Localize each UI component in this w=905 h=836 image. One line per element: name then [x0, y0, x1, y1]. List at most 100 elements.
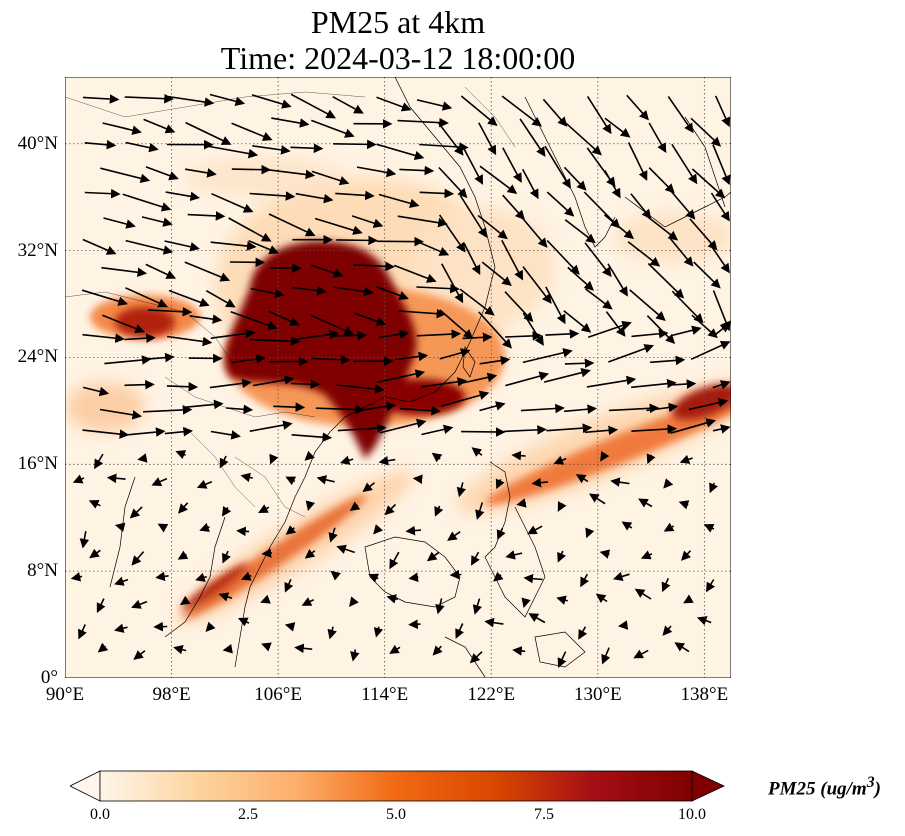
wind-arrow: [330, 570, 341, 581]
wind-arrow: [249, 336, 301, 346]
colorbar-tick-label: 2.5: [238, 806, 258, 823]
wind-arrow: [557, 550, 566, 563]
wind-arrow: [311, 119, 355, 138]
wind-arrow: [295, 192, 334, 204]
wind-arrow: [505, 550, 523, 560]
wind-arrow: [421, 377, 468, 388]
wind-arrow: [440, 263, 464, 304]
wind-arrow: [607, 263, 628, 297]
wind-arrow: [397, 117, 449, 128]
colorbar-gradient: [99, 770, 693, 802]
wind-arrow: [240, 472, 253, 483]
wind-arrow: [440, 390, 490, 407]
wind-arrow: [456, 482, 467, 498]
wind-arrow: [484, 617, 504, 628]
map-title-line-2: Time: 2024-03-12 18:00:00: [220, 40, 576, 76]
wind-arrow: [633, 649, 649, 659]
wind-arrow: [546, 423, 593, 433]
wind-arrow: [630, 193, 652, 220]
wind-arrow: [389, 551, 400, 570]
wind-arrow: [349, 501, 361, 512]
wind-arrow: [102, 314, 145, 334]
map-title-line-1: PM25 at 4km: [310, 4, 486, 40]
wind-arrow: [585, 527, 595, 539]
wind-arrow: [226, 404, 254, 415]
wind-arrow: [585, 288, 613, 310]
wind-arrow: [179, 595, 191, 606]
wind-arrow: [88, 500, 101, 509]
wind-arrow: [389, 644, 401, 654]
wind-arrow: [145, 166, 179, 181]
wind-arrow: [419, 142, 469, 152]
wind-arrow: [447, 531, 461, 541]
colorbar-tick-label: 0.0: [90, 806, 110, 823]
wind-arrow: [544, 145, 571, 189]
wind-arrow: [545, 329, 580, 339]
wind-arrow: [292, 285, 327, 296]
wind-arrow: [479, 165, 518, 194]
wind-arrow: [638, 498, 653, 508]
wind-arrow: [528, 613, 546, 624]
wind-arrow: [714, 95, 731, 128]
wind-arrow: [661, 577, 671, 593]
wind-arrow: [336, 544, 355, 554]
wind-arrow: [349, 596, 359, 607]
wind-arrow: [353, 261, 395, 272]
wind-arrow: [304, 450, 315, 461]
wind-arrow: [79, 530, 90, 549]
wind-arrow: [290, 143, 324, 154]
wind-arrow: [231, 164, 272, 175]
wind-arrow: [231, 354, 266, 364]
wind-arrow: [412, 474, 423, 484]
wind-arrow: [408, 572, 419, 583]
wind-arrow: [502, 147, 522, 183]
wind-arrow: [339, 455, 354, 465]
wind-arrow: [328, 527, 338, 543]
wind-arrow: [399, 405, 441, 416]
wind-arrow: [210, 430, 241, 440]
pm25-map: [65, 77, 731, 678]
wind-arrow: [435, 598, 445, 615]
wind-arrow: [354, 312, 387, 327]
wind-arrow: [362, 482, 375, 493]
wind-arrow: [189, 314, 223, 324]
colorbar-title: PM25 (ug/m3): [768, 774, 881, 800]
wind-arrow: [209, 378, 252, 389]
wind-arrow: [648, 122, 667, 153]
wind-arrow: [604, 170, 621, 199]
wind-arrow: [84, 188, 121, 199]
wind-arrow: [709, 243, 730, 274]
wind-arrow: [595, 593, 608, 604]
wind-arrow: [564, 358, 595, 369]
wind-arrow: [376, 96, 412, 112]
wind-arrow: [459, 288, 495, 316]
wind-arrow: [141, 216, 173, 227]
wind-arrow: [376, 143, 425, 161]
wind-arrow: [337, 423, 387, 433]
wind-arrow: [519, 214, 548, 248]
wind-arrow: [166, 335, 213, 347]
wind-arrow: [219, 455, 229, 469]
wind-arrow: [304, 548, 316, 559]
wind-arrow: [208, 145, 259, 159]
wind-arrow: [439, 309, 474, 339]
wind-arrow: [516, 498, 527, 508]
wind-arrow: [527, 525, 543, 535]
latitude-tick-label: 0°: [40, 667, 58, 688]
wind-arrow: [100, 167, 151, 184]
wind-arrow: [137, 453, 148, 463]
wind-arrow: [205, 290, 236, 308]
wind-arrow: [501, 239, 524, 281]
wind-arrow: [284, 578, 294, 593]
latitude-tick-label: 24°N: [17, 346, 58, 368]
wind-arrow: [168, 289, 210, 307]
wind-arrow: [336, 384, 385, 394]
colorbar-tick-label: 7.5: [534, 806, 554, 823]
wind-arrow: [691, 314, 718, 339]
wind-arrow: [373, 626, 384, 638]
wind-arrow: [284, 622, 296, 632]
longitude-tick-label: 98°E: [152, 684, 191, 705]
wind-arrow: [689, 218, 718, 251]
wind-arrow: [705, 579, 716, 593]
wind-arrow: [610, 477, 630, 487]
